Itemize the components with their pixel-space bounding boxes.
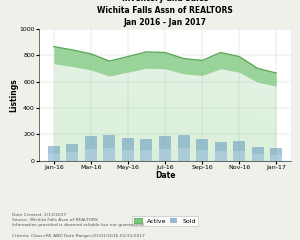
Bar — [66, 144, 78, 161]
Bar — [178, 135, 190, 161]
Bar — [233, 141, 245, 161]
Title: Inventory and Sales
Wichita Falls Assn of REALTORS
Jan 2016 - Jan 2017: Inventory and Sales Wichita Falls Assn o… — [97, 0, 233, 27]
Bar — [214, 151, 226, 161]
Bar — [48, 154, 60, 161]
Bar — [233, 151, 245, 161]
Bar — [252, 154, 264, 161]
Bar — [178, 148, 190, 161]
Bar — [122, 150, 134, 161]
Text: Date Created: 2/13/2017
Source: Wichita Falls Assn of REALTORS
Information provi: Date Created: 2/13/2017 Source: Wichita … — [12, 213, 145, 238]
Bar — [122, 138, 134, 161]
Bar — [140, 150, 152, 161]
Bar — [140, 139, 152, 161]
Bar — [196, 139, 208, 161]
Bar — [270, 148, 282, 161]
Bar — [159, 149, 171, 161]
Legend: Active, Sold: Active, Sold — [132, 216, 198, 226]
Bar — [159, 136, 171, 161]
Bar — [103, 135, 116, 161]
Bar — [66, 152, 78, 161]
Bar — [85, 149, 97, 161]
Bar — [252, 147, 264, 161]
Y-axis label: Listings: Listings — [9, 78, 18, 112]
Bar — [270, 155, 282, 161]
Bar — [196, 150, 208, 161]
X-axis label: Date: Date — [155, 171, 175, 180]
Bar — [48, 146, 60, 161]
Bar — [103, 148, 116, 161]
Bar — [214, 142, 226, 161]
Bar — [85, 136, 97, 161]
